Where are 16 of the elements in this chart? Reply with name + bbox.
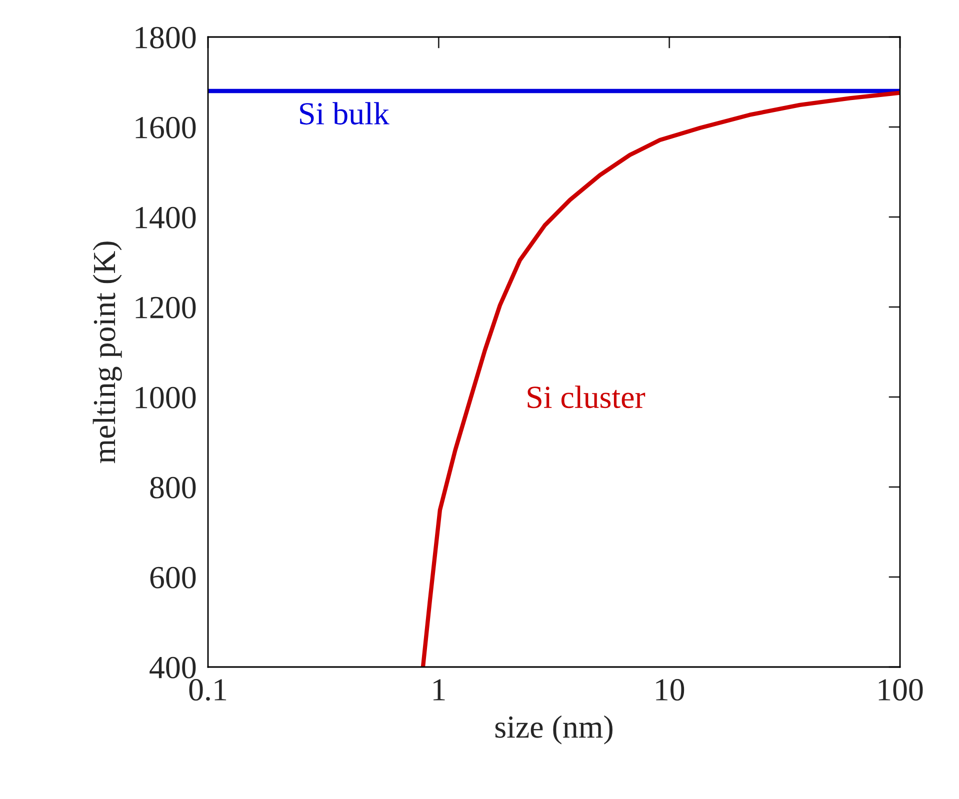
y-axis-title: melting point (K) bbox=[92, 242, 122, 464]
y-tick-label: 1600 bbox=[136, 116, 196, 138]
y-tick-label: 1200 bbox=[136, 296, 196, 318]
x-tick-label: 0.1 bbox=[189, 679, 226, 701]
x-tick-label: 10 bbox=[656, 679, 684, 701]
y-tick-label: 1800 bbox=[136, 26, 196, 48]
x-axis-title: size (nm) bbox=[495, 715, 612, 744]
x-tick-label: 100 bbox=[878, 679, 923, 701]
series-label: Si cluster bbox=[528, 386, 646, 408]
y-tick-label: 800 bbox=[150, 476, 196, 498]
ref-line-label: Si bulk bbox=[300, 102, 390, 125]
y-tick-label: 600 bbox=[150, 566, 196, 588]
y-tick-label: 1000 bbox=[136, 386, 196, 408]
y-tick-label: 1400 bbox=[136, 206, 196, 228]
x-tick-label: 1 bbox=[433, 679, 445, 700]
y-tick-label: 400 bbox=[150, 656, 196, 678]
